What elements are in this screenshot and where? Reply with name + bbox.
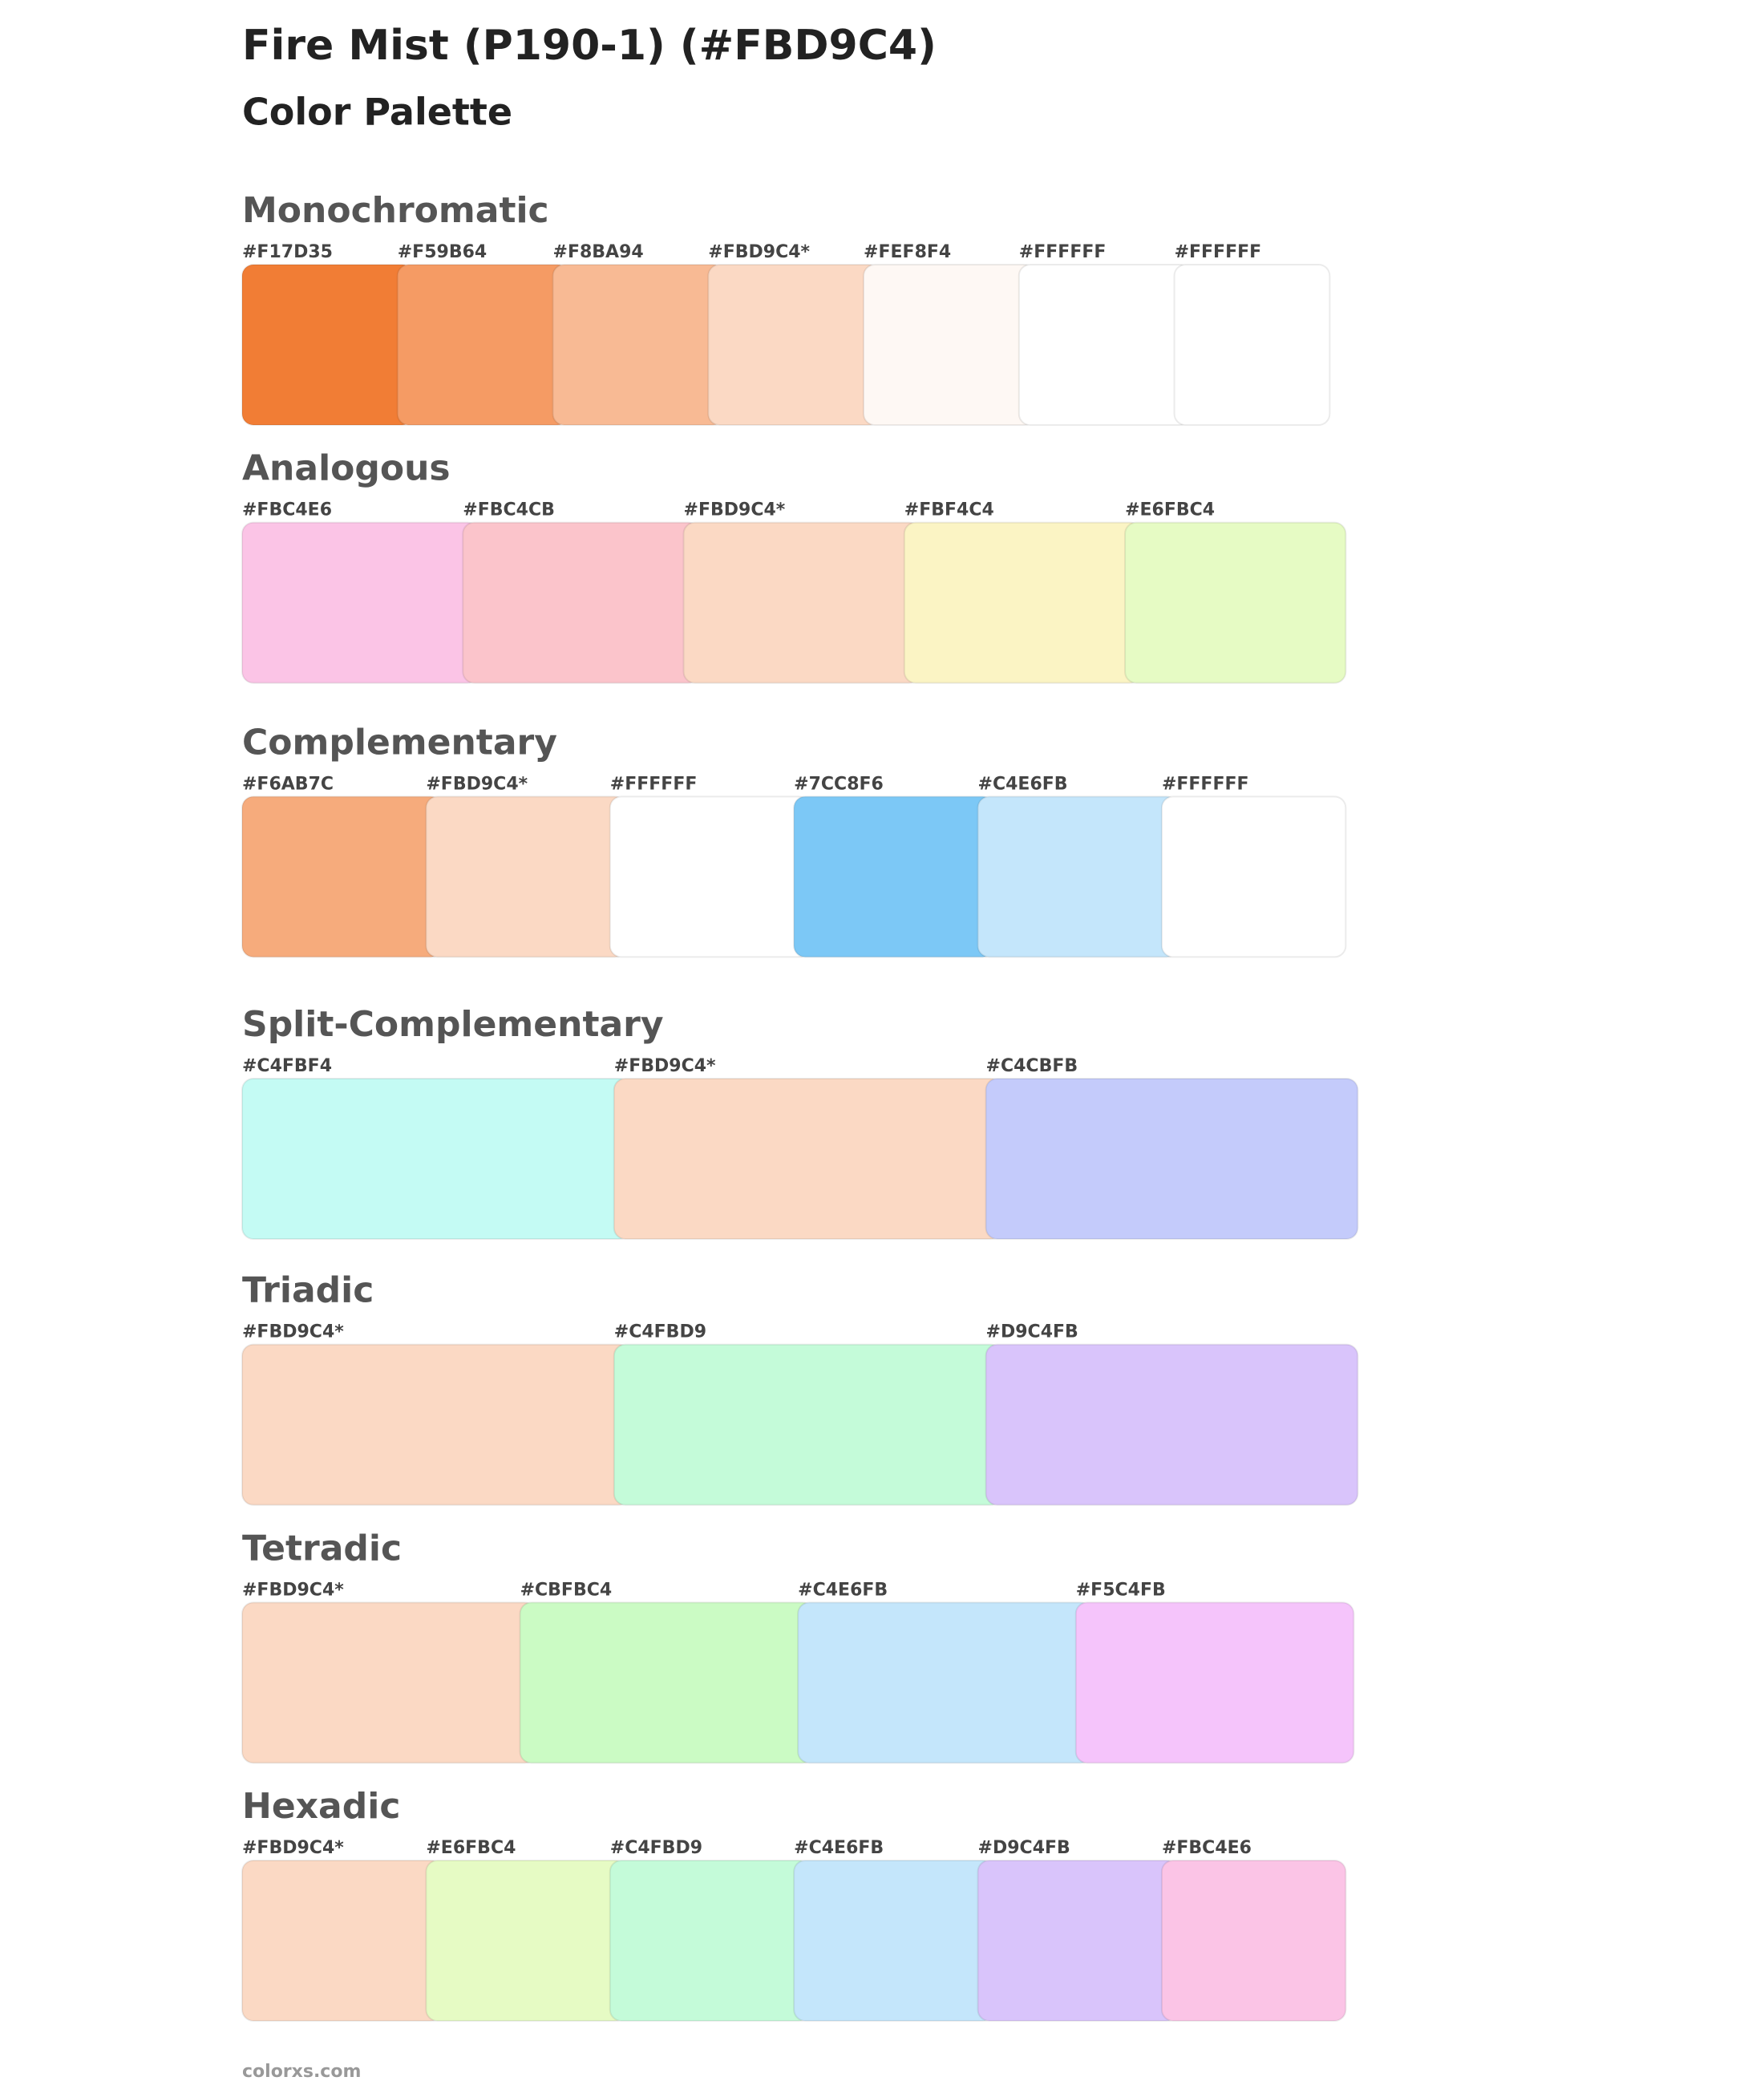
swatch[interactable] bbox=[707, 264, 881, 426]
swatch-label: #F8BA94 bbox=[553, 242, 644, 262]
swatch-label: #F6AB7C bbox=[242, 774, 334, 794]
swatch-label: #C4CBFB bbox=[986, 1056, 1078, 1076]
section-heading: Split-Complementary bbox=[242, 1004, 664, 1045]
swatch-label: #C4FBF4 bbox=[242, 1056, 332, 1076]
swatch-label: #F59B64 bbox=[398, 242, 487, 262]
swatch[interactable] bbox=[609, 1860, 811, 2022]
swatch-label: #E6FBC4 bbox=[426, 1838, 516, 1858]
swatch[interactable] bbox=[1173, 264, 1331, 426]
swatch[interactable] bbox=[1160, 796, 1347, 958]
swatch-label: #F5C4FB bbox=[1076, 1580, 1166, 1600]
swatch[interactable] bbox=[609, 796, 811, 958]
swatch-label: #D9C4FB bbox=[978, 1838, 1070, 1858]
swatch[interactable] bbox=[793, 1860, 995, 2022]
swatch[interactable] bbox=[241, 521, 480, 684]
section-heading: Monochromatic bbox=[242, 190, 549, 231]
swatch[interactable] bbox=[1074, 1601, 1355, 1764]
swatch-label: #FBF4C4 bbox=[904, 500, 994, 520]
swatch-label: #F17D35 bbox=[242, 242, 333, 262]
swatch-label: #FBD9C4* bbox=[684, 500, 786, 520]
swatch[interactable] bbox=[977, 1860, 1179, 2022]
swatch-label: #C4E6FB bbox=[978, 774, 1068, 794]
swatch-label: #FFFFFF bbox=[610, 774, 698, 794]
swatch[interactable] bbox=[863, 264, 1036, 426]
swatch[interactable] bbox=[1018, 264, 1192, 426]
swatch[interactable] bbox=[682, 521, 921, 684]
swatch-label: #FBD9C4* bbox=[242, 1838, 344, 1858]
swatch-label: #FBD9C4* bbox=[242, 1580, 344, 1600]
swatch[interactable] bbox=[613, 1078, 1003, 1240]
swatch[interactable] bbox=[241, 264, 415, 426]
swatch[interactable] bbox=[1160, 1860, 1347, 2022]
swatch-label: #FBD9C4* bbox=[614, 1056, 716, 1076]
swatch[interactable] bbox=[241, 1078, 631, 1240]
swatch-label: #E6FBC4 bbox=[1125, 500, 1215, 520]
swatch-label: #FBD9C4* bbox=[708, 242, 810, 262]
swatch-label: #C4E6FB bbox=[798, 1580, 888, 1600]
page-title: Fire Mist (P190-1) (#FBD9C4) bbox=[242, 22, 937, 70]
swatch[interactable] bbox=[613, 1343, 1003, 1506]
swatch-label: #D9C4FB bbox=[986, 1322, 1078, 1342]
swatch[interactable] bbox=[985, 1343, 1359, 1506]
swatch[interactable] bbox=[425, 796, 627, 958]
swatch[interactable] bbox=[425, 1860, 627, 2022]
swatch-label: #FBC4E6 bbox=[1162, 1838, 1252, 1858]
footer[interactable]: colorxs.com bbox=[242, 2062, 361, 2082]
swatch[interactable] bbox=[903, 521, 1143, 684]
swatch[interactable] bbox=[977, 796, 1179, 958]
swatch-label: #FBC4CB bbox=[463, 500, 555, 520]
swatch[interactable] bbox=[241, 1860, 443, 2022]
swatch[interactable] bbox=[552, 264, 726, 426]
swatch-label: #FBC4E6 bbox=[242, 500, 332, 520]
swatch-label: #7CC8F6 bbox=[794, 774, 884, 794]
swatch[interactable] bbox=[797, 1601, 1093, 1764]
swatch[interactable] bbox=[396, 264, 570, 426]
swatch[interactable] bbox=[462, 521, 701, 684]
swatch[interactable] bbox=[519, 1601, 815, 1764]
section-heading: Analogous bbox=[242, 448, 451, 489]
swatch[interactable] bbox=[241, 1343, 631, 1506]
swatch-label: #C4E6FB bbox=[794, 1838, 884, 1858]
swatch-label: #FFFFFF bbox=[1175, 242, 1262, 262]
page-subtitle: Color Palette bbox=[242, 91, 512, 134]
swatch-label: #CBFBC4 bbox=[520, 1580, 613, 1600]
swatch-label: #FEF8F4 bbox=[864, 242, 951, 262]
swatch-label: #C4FBD9 bbox=[614, 1322, 706, 1342]
section-heading: Triadic bbox=[242, 1270, 374, 1311]
swatch[interactable] bbox=[241, 1601, 537, 1764]
swatch-label: #FFFFFF bbox=[1019, 242, 1107, 262]
swatch-label: #C4FBD9 bbox=[610, 1838, 702, 1858]
section-heading: Tetradic bbox=[242, 1528, 402, 1569]
swatch[interactable] bbox=[793, 796, 995, 958]
swatch-label: #FBD9C4* bbox=[242, 1322, 344, 1342]
swatch[interactable] bbox=[241, 796, 443, 958]
swatch[interactable] bbox=[985, 1078, 1359, 1240]
section-heading: Complementary bbox=[242, 722, 557, 763]
section-heading: Hexadic bbox=[242, 1786, 400, 1827]
swatch[interactable] bbox=[1124, 521, 1347, 684]
swatch-label: #FFFFFF bbox=[1162, 774, 1249, 794]
swatch-label: #FBD9C4* bbox=[426, 774, 528, 794]
